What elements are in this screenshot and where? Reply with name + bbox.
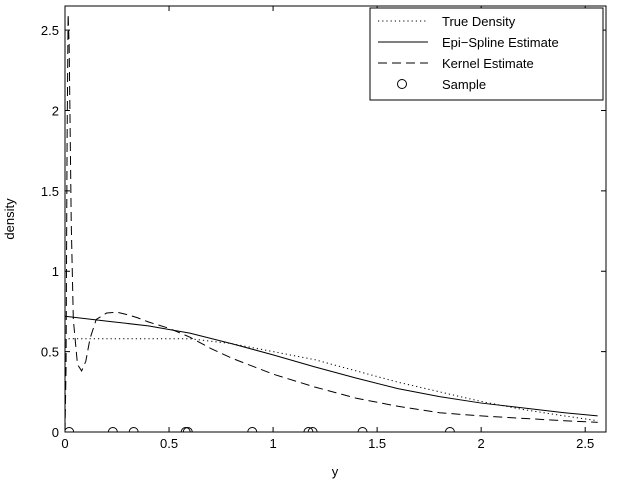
y-tick-label: 2 [52,103,59,118]
legend-box [369,7,604,101]
legend-label: True Density [442,14,516,29]
series-line-epi-spline-estimate [65,315,598,417]
legend-marker [397,79,407,89]
x-tick-label: 2 [478,436,485,451]
x-tick-label: 2.5 [576,436,594,451]
x-tick-label: 0.5 [160,436,178,451]
sample-point [182,427,193,432]
y-tick-label: 0.5 [41,345,59,360]
series-line-true-density [65,338,598,432]
x-tick-label: 1.5 [368,436,386,451]
legend: True Density Epi−Spline Estimate Kernel Es… [369,7,604,101]
y-tick-label: 0 [52,425,59,440]
sample-point [444,427,455,432]
legend-label: Epi−Spline Estimate [442,35,559,50]
x-axis-label: y [332,464,339,479]
sample-point [65,427,75,432]
sample-point [357,427,368,432]
y-axis-label: density [2,198,17,240]
plot-frame [64,5,607,433]
sample-point [247,427,258,432]
x-tick-label: 1 [269,436,276,451]
legend-label: Sample [442,77,486,92]
sample-point [307,427,318,432]
series-line-kernel-estimate [65,14,598,432]
legend-label: Kernel Estimate [442,56,534,71]
y-tick-label: 1 [52,264,59,279]
sample-point [128,427,139,432]
x-tick-label: 0 [61,436,68,451]
sample-point [107,427,118,432]
y-tick-label: 2.5 [41,23,59,38]
sample-point [303,427,314,432]
y-tick-label: 1.5 [41,184,59,199]
